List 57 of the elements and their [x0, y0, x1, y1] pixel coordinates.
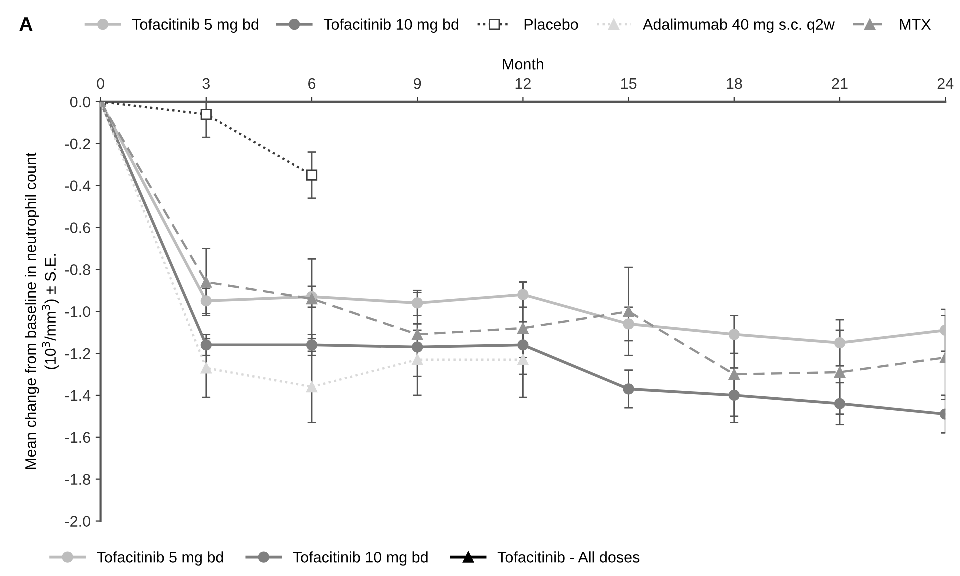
- x-tick-label: 0: [97, 78, 104, 90]
- y-axis-title: Mean change from baseline in neutrophil count (10$^{3}$/mm$^{3}$) ± S.E.: [25, 152, 60, 470]
- point: [200, 108, 212, 120]
- text: Tofacitinib 5 mg bd: [97, 552, 224, 566]
- point: [306, 293, 318, 305]
- x-tick-label: 9: [414, 78, 422, 90]
- text: Tofacitinib 10 mg bd: [293, 552, 428, 566]
- y-tick-label: -0.6: [65, 222, 90, 234]
- legend-label: Tofacitinib 5 mg bd: [132, 18, 258, 34]
- point: [728, 368, 740, 380]
- x-tick-label: 6: [308, 78, 316, 90]
- y-tick-label: -1.6: [65, 432, 90, 444]
- legend-label: MTX: [900, 19, 932, 30]
- point: [518, 322, 529, 334]
- point: [306, 382, 318, 393]
- x-tick-label: 12: [516, 78, 531, 90]
- y-tick-label: -1.2: [65, 348, 90, 360]
- legend-label: Adalimumab 40 mg s.c. q2w: [643, 18, 835, 34]
- y-tick-label: -0.4: [65, 180, 91, 192]
- x-tick-label: 15: [621, 78, 637, 90]
- y-tick-label: 0.0: [70, 96, 90, 108]
- legend-label: Tofacitinib - All doses: [498, 552, 640, 563]
- y-tick-label: -0.8: [65, 264, 90, 276]
- x-tick-label: 18: [727, 78, 742, 90]
- point: [200, 340, 212, 351]
- point: [518, 289, 529, 300]
- point: [306, 340, 318, 351]
- y-tick-label: -0.2: [65, 138, 90, 150]
- chart-title: A: [20, 18, 33, 31]
- point: [834, 366, 846, 378]
- y-tick-label: -2.0: [65, 516, 90, 527]
- point: [412, 342, 424, 353]
- x-axis-title: Month: [503, 58, 544, 70]
- point: [200, 296, 212, 307]
- point: [518, 340, 529, 351]
- x-tick-label: 24: [938, 78, 954, 90]
- x-tick-label: 21: [832, 78, 848, 90]
- point: [623, 306, 634, 318]
- point: [200, 276, 212, 288]
- point: [518, 354, 529, 366]
- point: [412, 329, 424, 340]
- point: [623, 318, 634, 330]
- y-tick-label: -1.4: [65, 390, 91, 402]
- x-tick-label: 3: [202, 78, 210, 90]
- point: [200, 362, 212, 374]
- legend-label: Placebo: [524, 18, 578, 30]
- point: [728, 390, 740, 402]
- point: [834, 338, 846, 349]
- point: [623, 384, 634, 395]
- point: [412, 298, 424, 309]
- y-tick-label: -1.0: [65, 306, 90, 318]
- point: [728, 329, 740, 340]
- point: [834, 398, 846, 410]
- y-tick-label: -1.8: [65, 474, 90, 486]
- legend-label: Tofacitinib 10 mg bd: [324, 18, 459, 34]
- point: [306, 170, 318, 181]
- point: [412, 354, 424, 366]
